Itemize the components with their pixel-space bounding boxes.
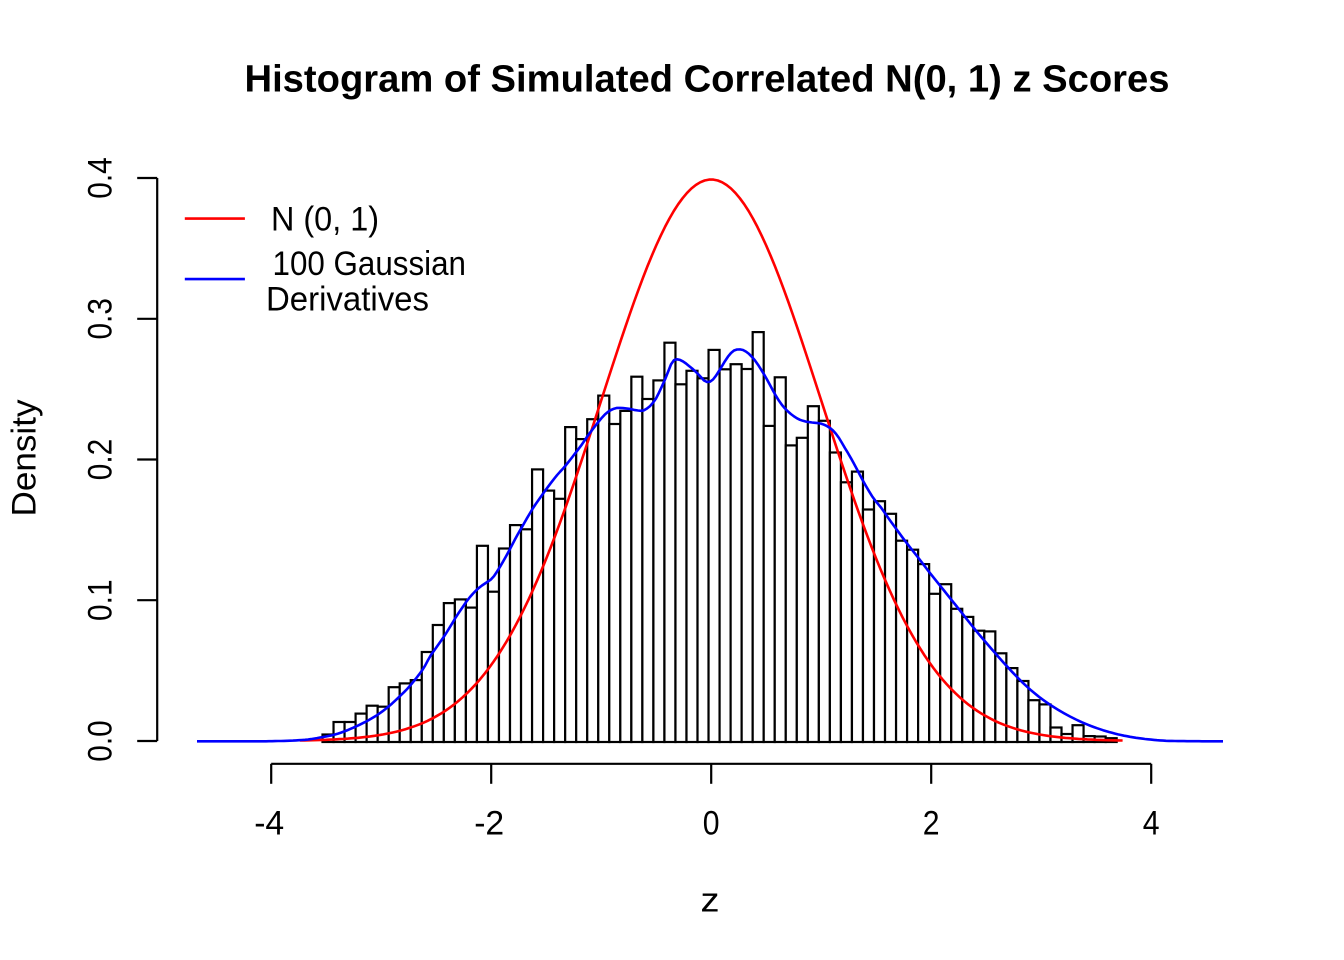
svg-text:0.1: 0.1 bbox=[82, 579, 120, 621]
svg-text:-2: -2 bbox=[474, 805, 504, 843]
svg-text:Histogram of Simulated Correla: Histogram of Simulated Correlated N(0, 1… bbox=[245, 58, 1170, 100]
svg-text:N (0, 1): N (0, 1) bbox=[271, 201, 379, 239]
svg-text:0.2: 0.2 bbox=[82, 439, 120, 481]
svg-text:Derivatives: Derivatives bbox=[266, 280, 429, 318]
svg-text:2: 2 bbox=[923, 805, 940, 843]
svg-text:0.4: 0.4 bbox=[82, 157, 120, 199]
svg-text:100 Gaussian: 100 Gaussian bbox=[273, 245, 467, 283]
svg-text:Density: Density bbox=[6, 399, 44, 517]
svg-text:0.3: 0.3 bbox=[82, 298, 120, 340]
svg-text:z: z bbox=[701, 882, 720, 920]
svg-text:-4: -4 bbox=[254, 805, 284, 843]
svg-text:4: 4 bbox=[1143, 805, 1160, 843]
svg-text:0.0: 0.0 bbox=[82, 720, 120, 762]
svg-text:0: 0 bbox=[703, 805, 720, 843]
